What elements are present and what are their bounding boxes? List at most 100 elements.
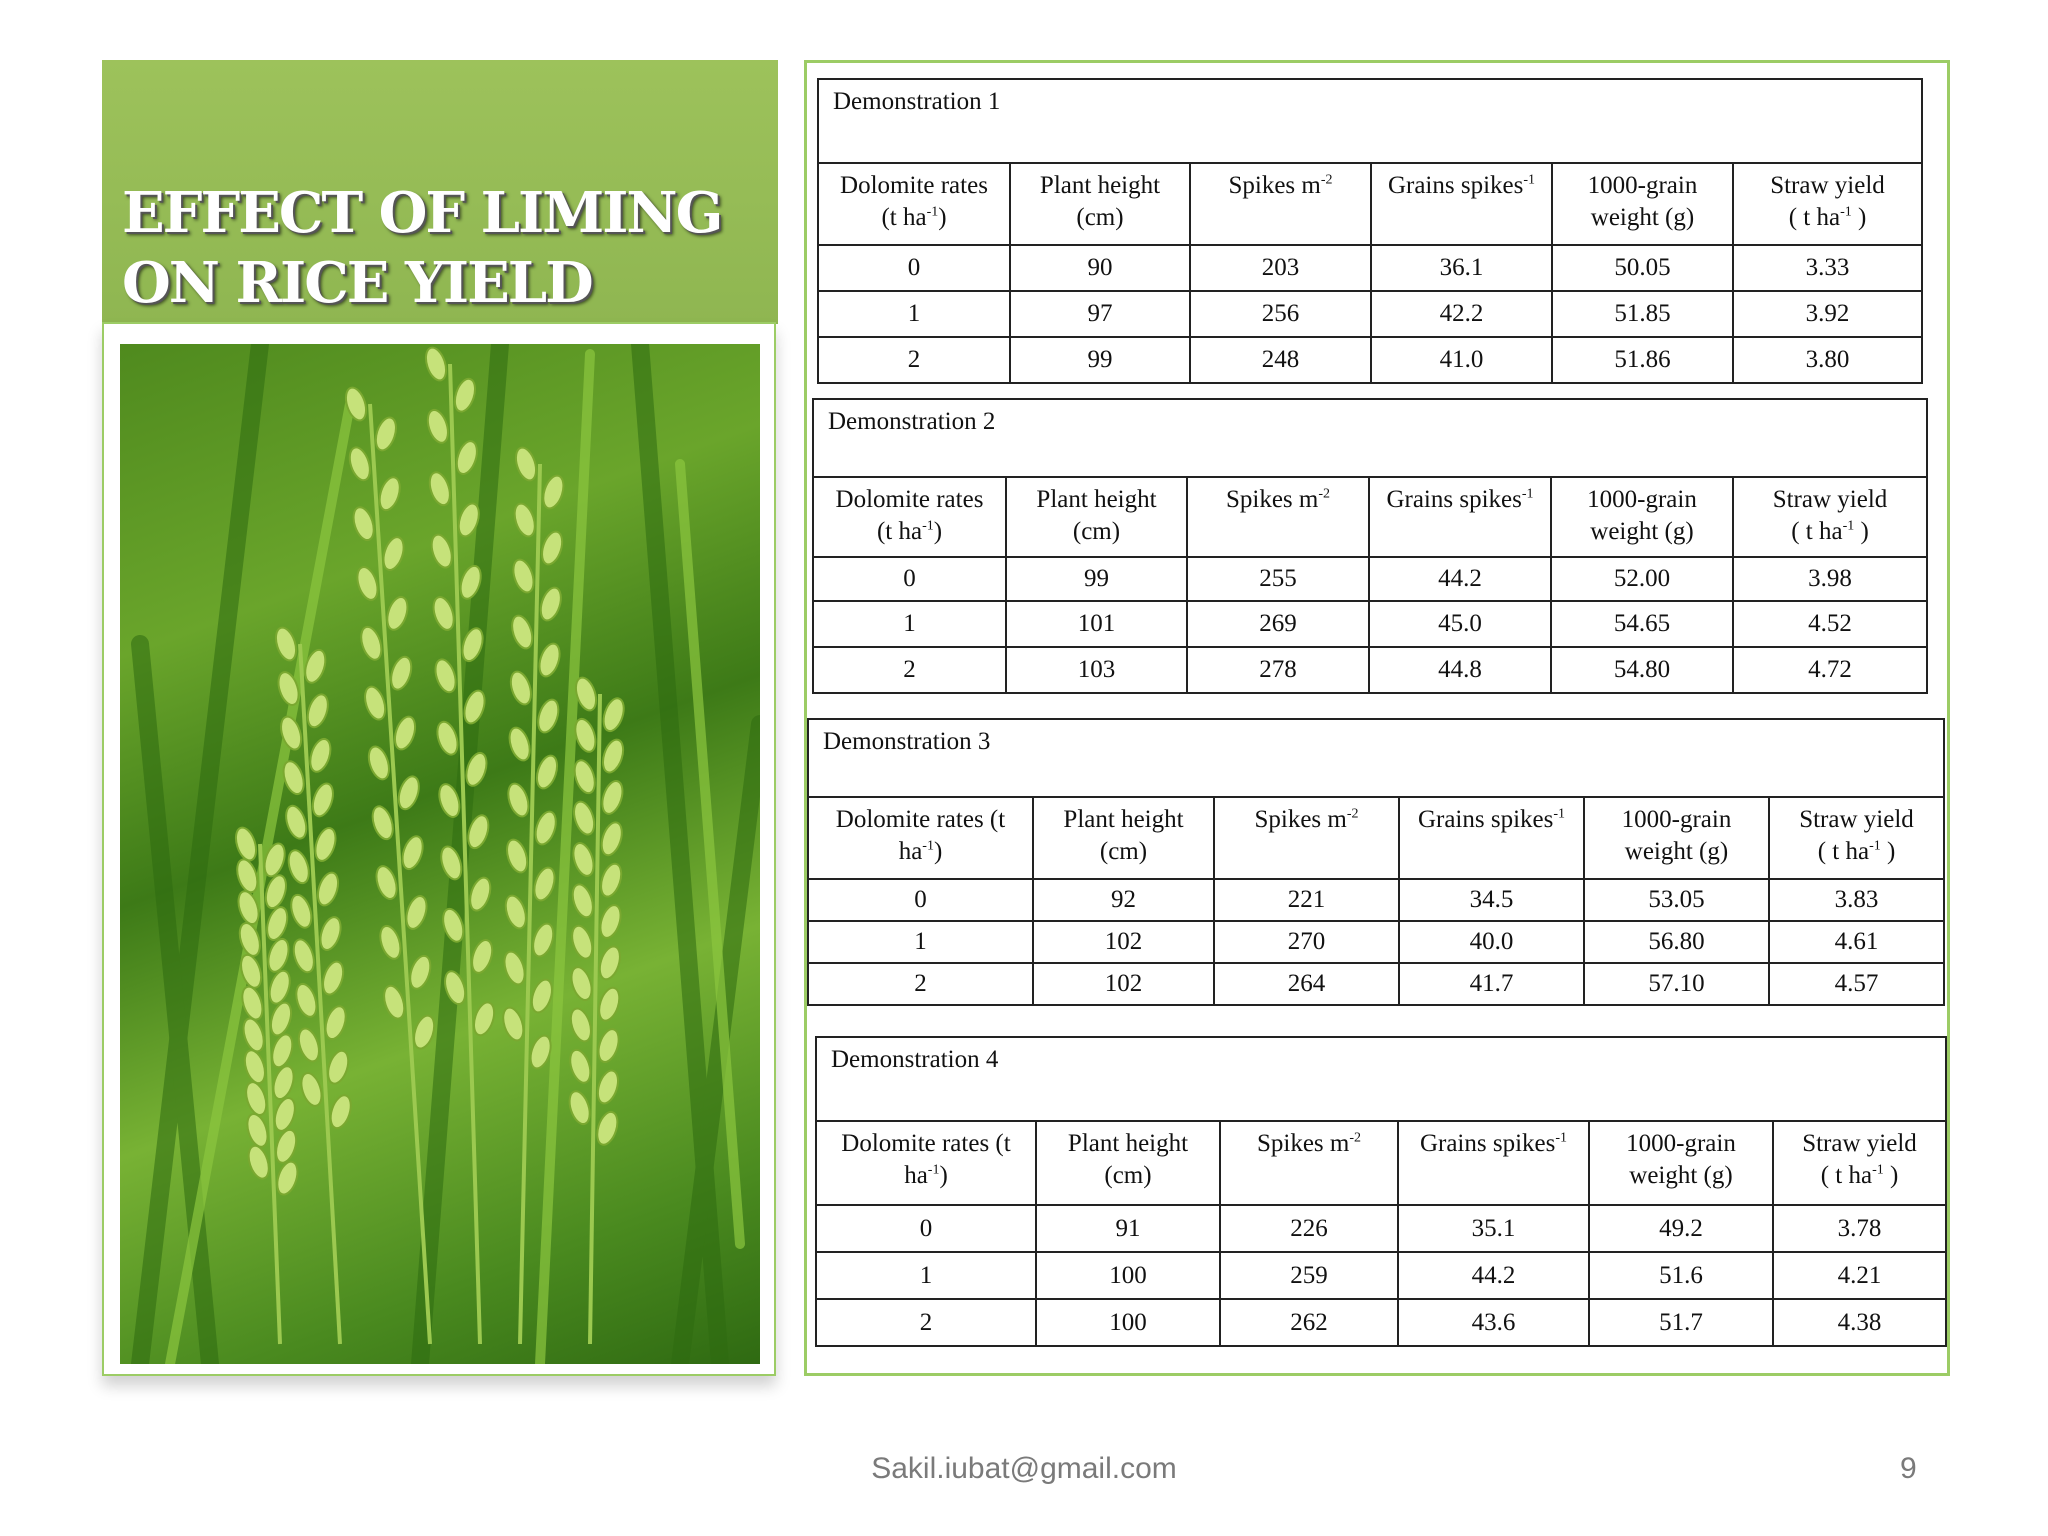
table-row: 2 103 278 44.8 54.80 4.72 bbox=[812, 646, 1928, 694]
column-header: Dolomite rates (t ha-1) bbox=[812, 476, 1007, 558]
table-cell: 41.0 bbox=[1370, 336, 1553, 384]
table-row: 0 90 203 36.1 50.05 3.33 bbox=[817, 244, 1923, 292]
table-cell: 52.00 bbox=[1550, 556, 1734, 602]
table-cell: 92 bbox=[1032, 878, 1215, 922]
rice-panicle-photo bbox=[120, 344, 760, 1364]
column-header: Straw yield( t ha-1 ) bbox=[1768, 796, 1945, 880]
table-cell: 1 bbox=[815, 1251, 1037, 1300]
table-row: 0 99 255 44.2 52.00 3.98 bbox=[812, 556, 1928, 602]
column-header: Spikes m-2 bbox=[1213, 796, 1400, 880]
footer-email: Sakil.iubat@gmail.com bbox=[871, 1452, 1177, 1485]
table-cell: 45.0 bbox=[1368, 600, 1552, 648]
table-cell: 43.6 bbox=[1397, 1298, 1590, 1347]
column-header: Grains spikes-1 bbox=[1398, 796, 1585, 880]
column-header: 1000-grain weight (g) bbox=[1583, 796, 1770, 880]
column-header: Dolomite rates (t ha-1) bbox=[815, 1120, 1037, 1206]
column-header: Spikes m-2 bbox=[1189, 162, 1372, 246]
demonstration-1-table: Demonstration 1 Dolomite rates (t ha-1) P… bbox=[817, 78, 1923, 384]
table-caption: Demonstration 4 bbox=[815, 1036, 1947, 1122]
table-row: 2 102 264 41.7 57.10 4.57 bbox=[807, 962, 1945, 1006]
table-row: 1 101 269 45.0 54.65 4.52 bbox=[812, 600, 1928, 648]
table-cell: 99 bbox=[1009, 336, 1191, 384]
table-caption: Demonstration 2 bbox=[812, 398, 1928, 478]
table-cell: 36.1 bbox=[1370, 244, 1553, 292]
table-cell: 51.85 bbox=[1551, 290, 1734, 338]
table-row: 1 100 259 44.2 51.6 4.21 bbox=[815, 1251, 1947, 1300]
table-cell: 4.61 bbox=[1768, 920, 1945, 964]
column-header: 1000-grain weight (g) bbox=[1550, 476, 1734, 558]
table-cell: 270 bbox=[1213, 920, 1400, 964]
page-number: 9 bbox=[1900, 1452, 1917, 1485]
table-cell: 1 bbox=[812, 600, 1007, 648]
rice-field-illustration bbox=[131, 344, 760, 1364]
photo-frame bbox=[102, 322, 776, 1376]
table-cell: 34.5 bbox=[1398, 878, 1585, 922]
column-header: Dolomite rates (t ha-1) bbox=[817, 162, 1011, 246]
table-cell: 53.05 bbox=[1583, 878, 1770, 922]
column-header: Plant height (cm) bbox=[1032, 796, 1215, 880]
column-header: Dolomite rates (t ha-1) bbox=[807, 796, 1034, 880]
table-cell: 3.78 bbox=[1772, 1204, 1947, 1253]
table-row: 0 91 226 35.1 49.2 3.78 bbox=[815, 1204, 1947, 1253]
column-header: 1000-grain weight (g) bbox=[1551, 162, 1734, 246]
column-header: Spikes m-2 bbox=[1219, 1120, 1399, 1206]
column-header: Plant height (cm) bbox=[1035, 1120, 1221, 1206]
table-cell: 42.2 bbox=[1370, 290, 1553, 338]
table-cell: 54.80 bbox=[1550, 646, 1734, 694]
table-cell: 256 bbox=[1189, 290, 1372, 338]
table-cell: 51.6 bbox=[1588, 1251, 1774, 1300]
table-cell: 3.33 bbox=[1732, 244, 1923, 292]
table-cell: 278 bbox=[1186, 646, 1370, 694]
table-cell: 44.2 bbox=[1368, 556, 1552, 602]
table-cell: 41.7 bbox=[1398, 962, 1585, 1006]
demonstration-4-table: Demonstration 4 Dolomite rates (t ha-1) P… bbox=[815, 1036, 1947, 1347]
table-cell: 0 bbox=[817, 244, 1011, 292]
table-cell: 1 bbox=[807, 920, 1034, 964]
column-header: 1000-grain weight (g) bbox=[1588, 1120, 1774, 1206]
table-cell: 0 bbox=[812, 556, 1007, 602]
column-header: Grains spikes-1 bbox=[1397, 1120, 1590, 1206]
table-cell: 2 bbox=[817, 336, 1011, 384]
table-cell: 262 bbox=[1219, 1298, 1399, 1347]
table-cell: 1 bbox=[817, 290, 1011, 338]
table-cell: 2 bbox=[812, 646, 1007, 694]
table-row: 2 99 248 41.0 51.86 3.80 bbox=[817, 336, 1923, 384]
column-header: Straw yield( t ha-1 ) bbox=[1732, 476, 1928, 558]
table-cell: 40.0 bbox=[1398, 920, 1585, 964]
table-cell: 264 bbox=[1213, 962, 1400, 1006]
table-cell: 3.83 bbox=[1768, 878, 1945, 922]
table-cell: 4.21 bbox=[1772, 1251, 1947, 1300]
table-cell: 91 bbox=[1035, 1204, 1221, 1253]
table-cell: 4.57 bbox=[1768, 962, 1945, 1006]
table-cell: 3.92 bbox=[1732, 290, 1923, 338]
table-cell: 226 bbox=[1219, 1204, 1399, 1253]
column-header: Plant height (cm) bbox=[1005, 476, 1188, 558]
table-cell: 221 bbox=[1213, 878, 1400, 922]
table-cell: 100 bbox=[1035, 1251, 1221, 1300]
table-cell: 101 bbox=[1005, 600, 1188, 648]
table-cell: 102 bbox=[1032, 920, 1215, 964]
demonstration-3-table: Demonstration 3 Dolomite rates (t ha-1) P… bbox=[807, 718, 1945, 1006]
table-cell: 2 bbox=[807, 962, 1034, 1006]
table-cell: 57.10 bbox=[1583, 962, 1770, 1006]
table-row: 0 92 221 34.5 53.05 3.83 bbox=[807, 878, 1945, 922]
table-cell: 56.80 bbox=[1583, 920, 1770, 964]
table-row: 2 100 262 43.6 51.7 4.38 bbox=[815, 1298, 1947, 1347]
table-cell: 90 bbox=[1009, 244, 1191, 292]
table-cell: 100 bbox=[1035, 1298, 1221, 1347]
table-caption: Demonstration 1 bbox=[817, 78, 1923, 164]
table-caption: Demonstration 3 bbox=[807, 718, 1945, 798]
column-header: Spikes m-2 bbox=[1186, 476, 1370, 558]
table-cell: 51.7 bbox=[1588, 1298, 1774, 1347]
title-box: EFFECT OF LIMING ON RICE YIELD bbox=[102, 60, 778, 324]
demonstration-2-table: Demonstration 2 Dolomite rates (t ha-1) P… bbox=[812, 398, 1928, 694]
table-cell: 0 bbox=[815, 1204, 1037, 1253]
table-cell: 35.1 bbox=[1397, 1204, 1590, 1253]
table-cell: 54.65 bbox=[1550, 600, 1734, 648]
table-cell: 103 bbox=[1005, 646, 1188, 694]
table-cell: 3.80 bbox=[1732, 336, 1923, 384]
slide-title: EFFECT OF LIMING ON RICE YIELD bbox=[122, 180, 723, 316]
table-cell: 269 bbox=[1186, 600, 1370, 648]
table-cell: 248 bbox=[1189, 336, 1372, 384]
column-header: Grains spikes-1 bbox=[1370, 162, 1553, 246]
